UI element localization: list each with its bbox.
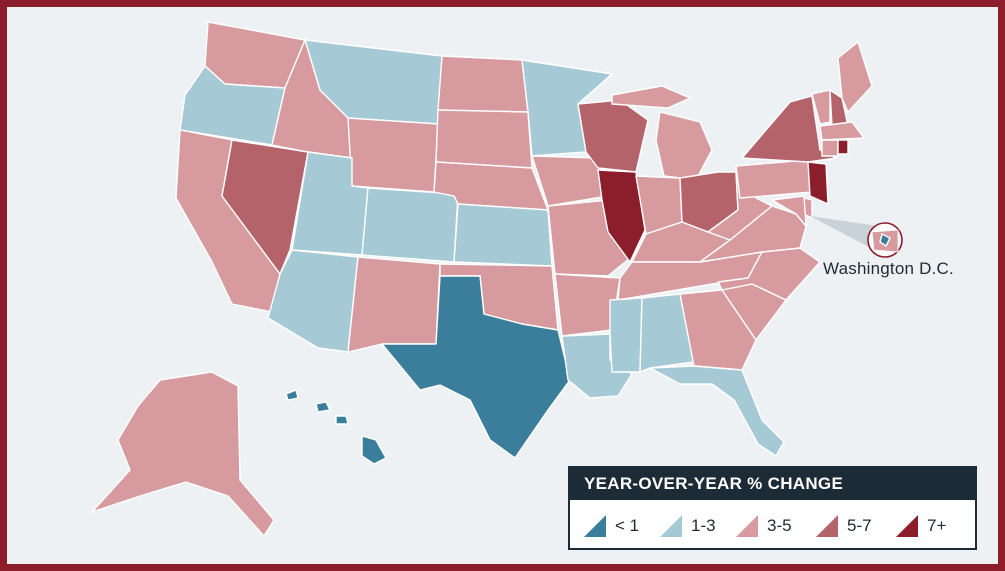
state-sd: [435, 109, 533, 169]
legend-label-7plus: 7+: [927, 516, 947, 535]
legend-label-3-5: 3-5: [767, 516, 792, 535]
state-dc: [879, 233, 891, 247]
legend-swatch-1-3: [660, 515, 682, 537]
state-wv: [707, 171, 773, 241]
legend-label-5-7: 5-7: [847, 516, 872, 535]
legend-swatch-lt1: [584, 515, 606, 537]
state-hi: [285, 389, 387, 465]
legend: YEAR-OVER-YEAR % CHANGE < 1 1-3 3-5 5-7: [568, 466, 977, 550]
state-ga: [679, 289, 757, 371]
state-al: [639, 293, 695, 373]
legend-items: < 1 1-3 3-5 5-7 7+: [570, 500, 975, 548]
state-ks: [453, 203, 553, 267]
state-tx: [381, 275, 571, 459]
dc-callout-leader: [810, 216, 878, 252]
state-nd: [437, 55, 529, 113]
legend-swatch-3-5: [736, 515, 758, 537]
state-ms: [609, 297, 643, 373]
state-ma: [819, 121, 865, 141]
state-md: [771, 195, 807, 227]
state-nm: [347, 256, 441, 353]
state-nj: [807, 161, 829, 205]
state-ak: [91, 371, 275, 537]
state-ct: [821, 139, 839, 157]
state-wy: [347, 117, 439, 193]
state-ri: [837, 139, 849, 155]
state-co: [361, 187, 459, 263]
state-me: [837, 41, 873, 113]
legend-label-1-3: 1-3: [691, 516, 716, 535]
legend-title: YEAR-OVER-YEAR % CHANGE: [570, 468, 975, 500]
state-va: [699, 205, 807, 263]
legend-swatch-7plus: [896, 515, 918, 537]
state-pa: [735, 159, 813, 199]
legend-swatch-5-7: [816, 515, 838, 537]
state-fl: [649, 365, 785, 457]
legend-label-lt1: < 1: [615, 516, 640, 535]
state-il: [597, 169, 646, 263]
state-vt: [811, 89, 831, 125]
dc-callout-label: Washington D.C.: [823, 259, 954, 278]
